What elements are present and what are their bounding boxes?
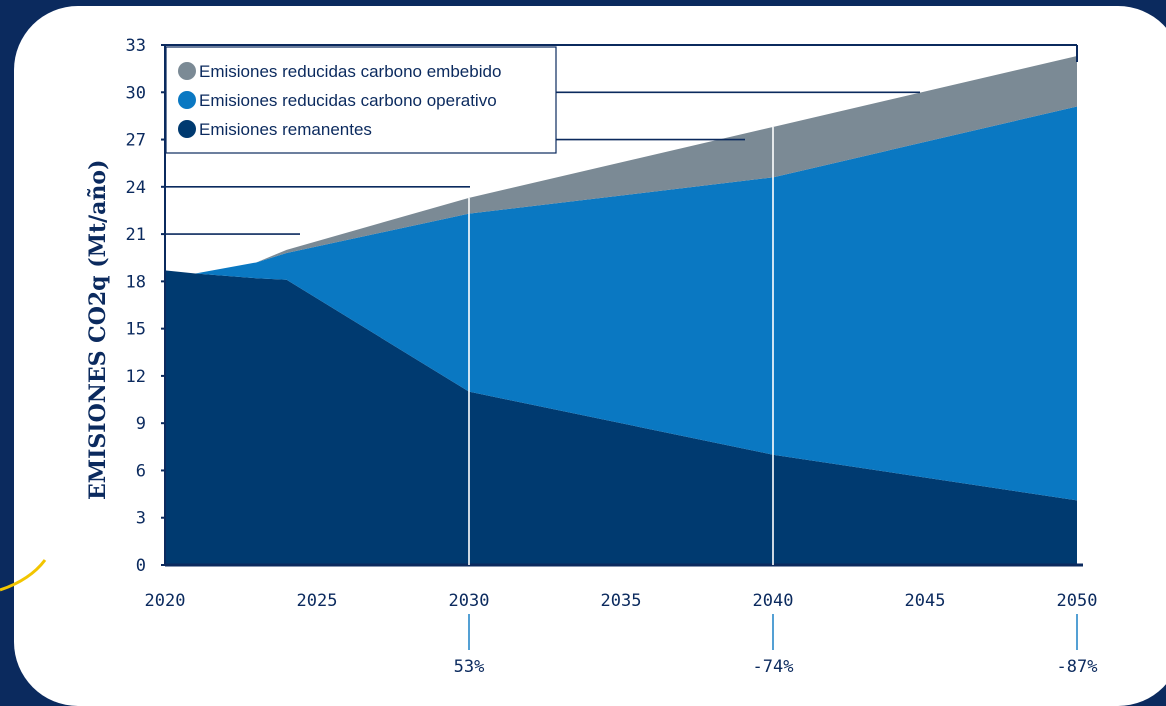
x-tick-label: 2040 xyxy=(753,591,794,611)
y-tick-label: 18 xyxy=(126,272,146,292)
area-emisiones-remanentes xyxy=(165,270,1077,565)
y-tick-label: 24 xyxy=(126,178,146,198)
legend-swatch xyxy=(178,91,196,109)
y-tick-label: 27 xyxy=(126,131,146,151)
x-tick-label: 2025 xyxy=(297,591,338,611)
y-tick-label: 0 xyxy=(136,556,146,576)
axes-frame xyxy=(164,44,1083,567)
y-tick-label: 30 xyxy=(126,83,146,103)
decorative-arc xyxy=(0,559,47,592)
x-axis-ticks: 2020 2025 2030 2035 2040 2045 2050 xyxy=(145,591,1098,611)
legend: Emisiones reducidas carbono embebido Emis… xyxy=(165,46,557,154)
y-tick-label: 3 xyxy=(136,509,146,529)
area-emisiones-reducidas-carbono-operativo xyxy=(165,106,1077,501)
area-emisiones-reducidas-carbono-embebido xyxy=(165,56,1077,274)
y-tick-label: 33 xyxy=(126,36,146,56)
y-tick-label: 6 xyxy=(136,461,146,481)
marker-lines xyxy=(468,126,774,565)
legend-swatch xyxy=(178,62,196,80)
legend-box xyxy=(165,46,557,154)
y-tick-label: 9 xyxy=(136,414,146,434)
x-tick-label: 2020 xyxy=(145,591,186,611)
y-tick-label: 15 xyxy=(126,320,146,340)
y-tick-label: 21 xyxy=(126,225,146,245)
marker-percentage-label: 53% xyxy=(454,657,485,677)
legend-label: Emisiones reducidas carbono operativo xyxy=(199,91,497,110)
y-tick-label: 12 xyxy=(126,367,146,387)
percentage-markers: 53% -74% -87% xyxy=(454,614,1098,677)
legend-label: Emisiones reducidas carbono embebido xyxy=(199,62,501,81)
marker-percentage-label: -87% xyxy=(1057,657,1098,677)
legend-label: Emisiones remanentes xyxy=(199,120,372,139)
x-tick-label: 2050 xyxy=(1057,591,1098,611)
x-tick-label: 2035 xyxy=(601,591,642,611)
marker-percentage-label: -74% xyxy=(753,657,794,677)
areas-layer xyxy=(165,56,1077,565)
y-axis-ticks: 0 3 6 9 12 15 18 21 24 27 30 33 xyxy=(126,36,920,576)
x-tick-label: 2030 xyxy=(449,591,490,611)
legend-swatch xyxy=(178,120,196,138)
y-axis-label: EMISIONES CO2q (Mt/año) xyxy=(85,160,111,501)
x-tick-label: 2045 xyxy=(905,591,946,611)
